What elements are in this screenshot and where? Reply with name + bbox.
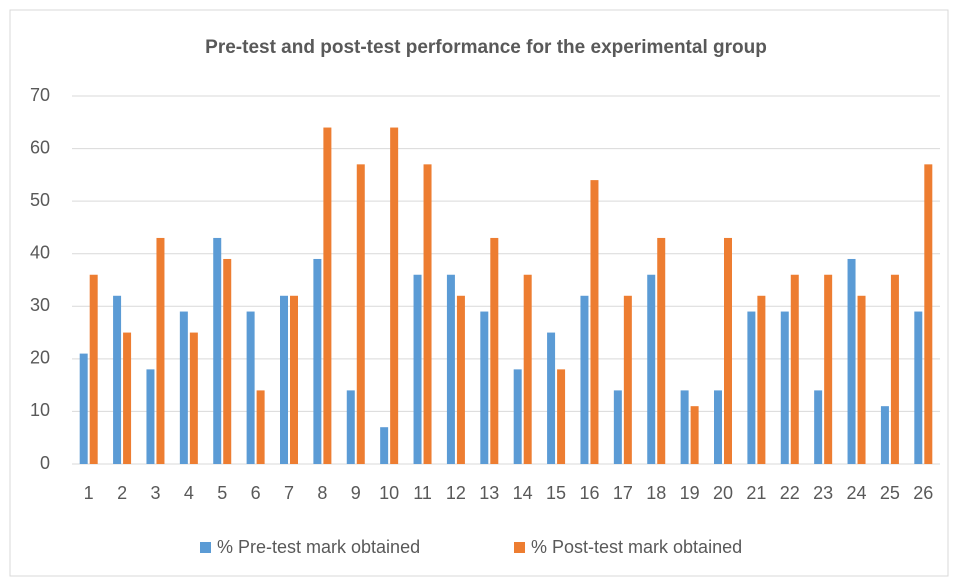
x-tick-label: 4 bbox=[184, 483, 194, 503]
bar bbox=[724, 237, 732, 464]
bar bbox=[290, 295, 298, 464]
bar bbox=[89, 274, 98, 464]
bar bbox=[446, 274, 455, 464]
x-tick-label: 12 bbox=[446, 483, 466, 503]
bar bbox=[623, 295, 632, 464]
x-tick-label: 22 bbox=[780, 483, 800, 503]
bar bbox=[523, 274, 532, 464]
bar bbox=[246, 311, 255, 464]
bar bbox=[680, 390, 689, 464]
y-tick-label: 0 bbox=[40, 453, 50, 473]
x-tick-label: 25 bbox=[880, 483, 900, 503]
bar bbox=[657, 237, 666, 464]
y-tick-label: 60 bbox=[30, 137, 50, 157]
bar bbox=[213, 237, 222, 464]
bar bbox=[890, 274, 899, 464]
bar bbox=[780, 311, 789, 464]
x-tick-label: 14 bbox=[513, 483, 533, 503]
legend-swatch bbox=[514, 542, 525, 553]
legend-label: % Pre-test mark obtained bbox=[217, 537, 420, 557]
bar bbox=[757, 295, 766, 464]
x-tick-label: 23 bbox=[813, 483, 833, 503]
legend-swatch bbox=[200, 542, 211, 553]
x-tick-label: 2 bbox=[117, 483, 127, 503]
bar bbox=[189, 332, 198, 464]
bar bbox=[323, 127, 332, 465]
x-tick-label: 1 bbox=[84, 483, 94, 503]
bar bbox=[390, 127, 399, 465]
x-tick-label: 24 bbox=[847, 483, 867, 503]
x-tick-label: 19 bbox=[680, 483, 700, 503]
x-tick-label: 15 bbox=[546, 483, 566, 503]
bar bbox=[346, 390, 355, 464]
x-tick-label: 20 bbox=[713, 483, 733, 503]
bar bbox=[156, 237, 165, 464]
bar bbox=[613, 390, 622, 464]
x-tick-label: 9 bbox=[351, 483, 361, 503]
x-tick-label: 18 bbox=[646, 483, 666, 503]
bar bbox=[557, 369, 566, 464]
bar bbox=[146, 369, 155, 464]
bar bbox=[914, 311, 923, 464]
bar bbox=[356, 164, 365, 465]
bar bbox=[423, 164, 432, 465]
bar bbox=[924, 164, 933, 465]
bar bbox=[456, 295, 465, 464]
bar bbox=[513, 369, 522, 464]
bar bbox=[79, 353, 88, 464]
bar bbox=[223, 258, 232, 464]
bar bbox=[714, 390, 722, 464]
x-tick-label: 17 bbox=[613, 483, 633, 503]
y-tick-label: 20 bbox=[30, 348, 50, 368]
x-tick-label: 11 bbox=[413, 483, 432, 503]
bar bbox=[123, 332, 132, 464]
x-tick-label: 7 bbox=[284, 483, 294, 503]
bar bbox=[547, 332, 556, 464]
bar bbox=[280, 295, 288, 464]
y-tick-label: 10 bbox=[30, 400, 50, 420]
chart-title: Pre-test and post-test performance for t… bbox=[205, 37, 767, 58]
y-tick-label: 50 bbox=[30, 190, 50, 210]
bar bbox=[857, 295, 866, 464]
legend-label: % Post-test mark obtained bbox=[531, 537, 742, 557]
x-tick-label: 13 bbox=[479, 483, 499, 503]
bar bbox=[590, 180, 599, 464]
x-tick-label: 26 bbox=[913, 483, 933, 503]
x-tick-label: 21 bbox=[746, 483, 766, 503]
bar bbox=[880, 406, 889, 464]
x-tick-label: 16 bbox=[579, 483, 599, 503]
bar bbox=[690, 406, 699, 464]
bar bbox=[847, 258, 856, 464]
bar bbox=[647, 274, 656, 464]
x-tick-label: 10 bbox=[379, 483, 399, 503]
x-tick-label: 6 bbox=[251, 483, 261, 503]
bar bbox=[313, 258, 322, 464]
x-tick-label: 8 bbox=[317, 483, 327, 503]
bar bbox=[790, 274, 799, 464]
x-tick-label: 5 bbox=[217, 483, 227, 503]
bar bbox=[380, 427, 389, 464]
bar bbox=[824, 274, 833, 464]
x-tick-label: 3 bbox=[150, 483, 160, 503]
y-tick-label: 40 bbox=[30, 242, 50, 262]
bar bbox=[413, 274, 422, 464]
bar bbox=[256, 390, 265, 464]
y-tick-label: 30 bbox=[30, 295, 50, 315]
bar bbox=[113, 295, 122, 464]
bar bbox=[747, 311, 756, 464]
bar bbox=[490, 237, 499, 464]
bar bbox=[179, 311, 188, 464]
y-tick-label: 70 bbox=[30, 85, 50, 105]
bar bbox=[814, 390, 823, 464]
bar bbox=[580, 295, 589, 464]
bar bbox=[480, 311, 489, 464]
